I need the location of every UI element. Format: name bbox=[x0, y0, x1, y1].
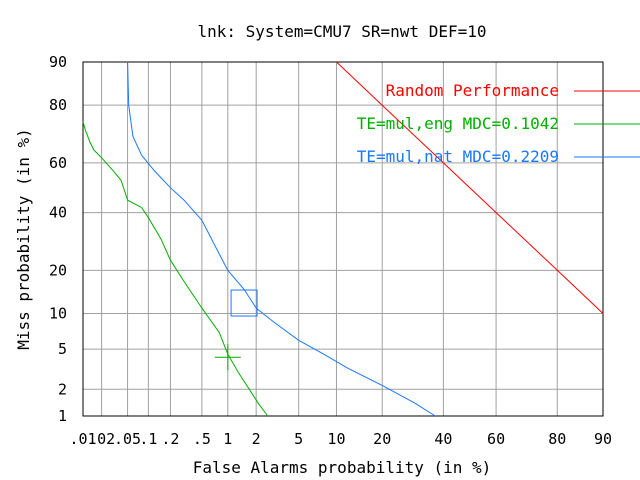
y-tick-labels: 1 2 5 10 20 40 60 80 90 bbox=[49, 53, 67, 425]
legend-label: Random Performance bbox=[386, 81, 559, 100]
x-tick-label: .2 bbox=[161, 430, 179, 448]
x-tick-labels: .01.02.05.1.2 .5 1 2 5 10 20 40 60 80 90 bbox=[69, 430, 612, 448]
y-tick-label: 5 bbox=[58, 340, 67, 358]
y-tick-label: 10 bbox=[49, 304, 67, 322]
x-tick-label: 2 bbox=[252, 430, 261, 448]
legend-label: TE=mul,nat MDC=0.2209 bbox=[357, 147, 559, 166]
x-tick-label: 1 bbox=[223, 430, 232, 448]
x-axis-label: False Alarms probability (in %) bbox=[193, 458, 492, 477]
x-tick-label: 20 bbox=[373, 430, 391, 448]
x-tick-label: .01 bbox=[69, 430, 96, 448]
y-tick-label: 2 bbox=[58, 380, 67, 398]
legend-label: TE=mul,eng MDC=0.1042 bbox=[357, 114, 559, 133]
series-lines bbox=[82, 61, 604, 417]
legend: Random Performance TE=mul,eng MDC=0.1042 T… bbox=[357, 81, 640, 166]
mdc-square-marker bbox=[230, 289, 258, 317]
grid bbox=[82, 61, 604, 417]
y-tick-label: 1 bbox=[58, 407, 67, 425]
y-tick-label: 20 bbox=[49, 261, 67, 279]
mdc-markers bbox=[214, 289, 258, 371]
x-tick-label: 5 bbox=[294, 430, 303, 448]
y-tick-label: 80 bbox=[49, 96, 67, 114]
plot-frame bbox=[82, 61, 604, 417]
x-tick-label: .05 bbox=[114, 430, 141, 448]
x-tick-label: 90 bbox=[594, 430, 612, 448]
x-tick-label: 80 bbox=[548, 430, 566, 448]
series-line bbox=[82, 121, 269, 417]
x-tick-label: 10 bbox=[327, 430, 345, 448]
series-line bbox=[127, 61, 436, 417]
x-tick-label: 60 bbox=[487, 430, 505, 448]
series-line bbox=[336, 61, 604, 314]
x-tick-label: 40 bbox=[434, 430, 452, 448]
y-tick-label: 40 bbox=[49, 204, 67, 222]
x-tick-label: .1 bbox=[139, 430, 157, 448]
x-tick-label: .5 bbox=[193, 430, 211, 448]
y-tick-label: 90 bbox=[49, 53, 67, 71]
chart-title: lnk: System=CMU7 SR=nwt DEF=10 bbox=[198, 22, 487, 41]
x-tick-label: .02 bbox=[88, 430, 115, 448]
y-tick-label: 60 bbox=[49, 154, 67, 172]
y-axis-label: Miss probability (in %) bbox=[14, 128, 33, 350]
